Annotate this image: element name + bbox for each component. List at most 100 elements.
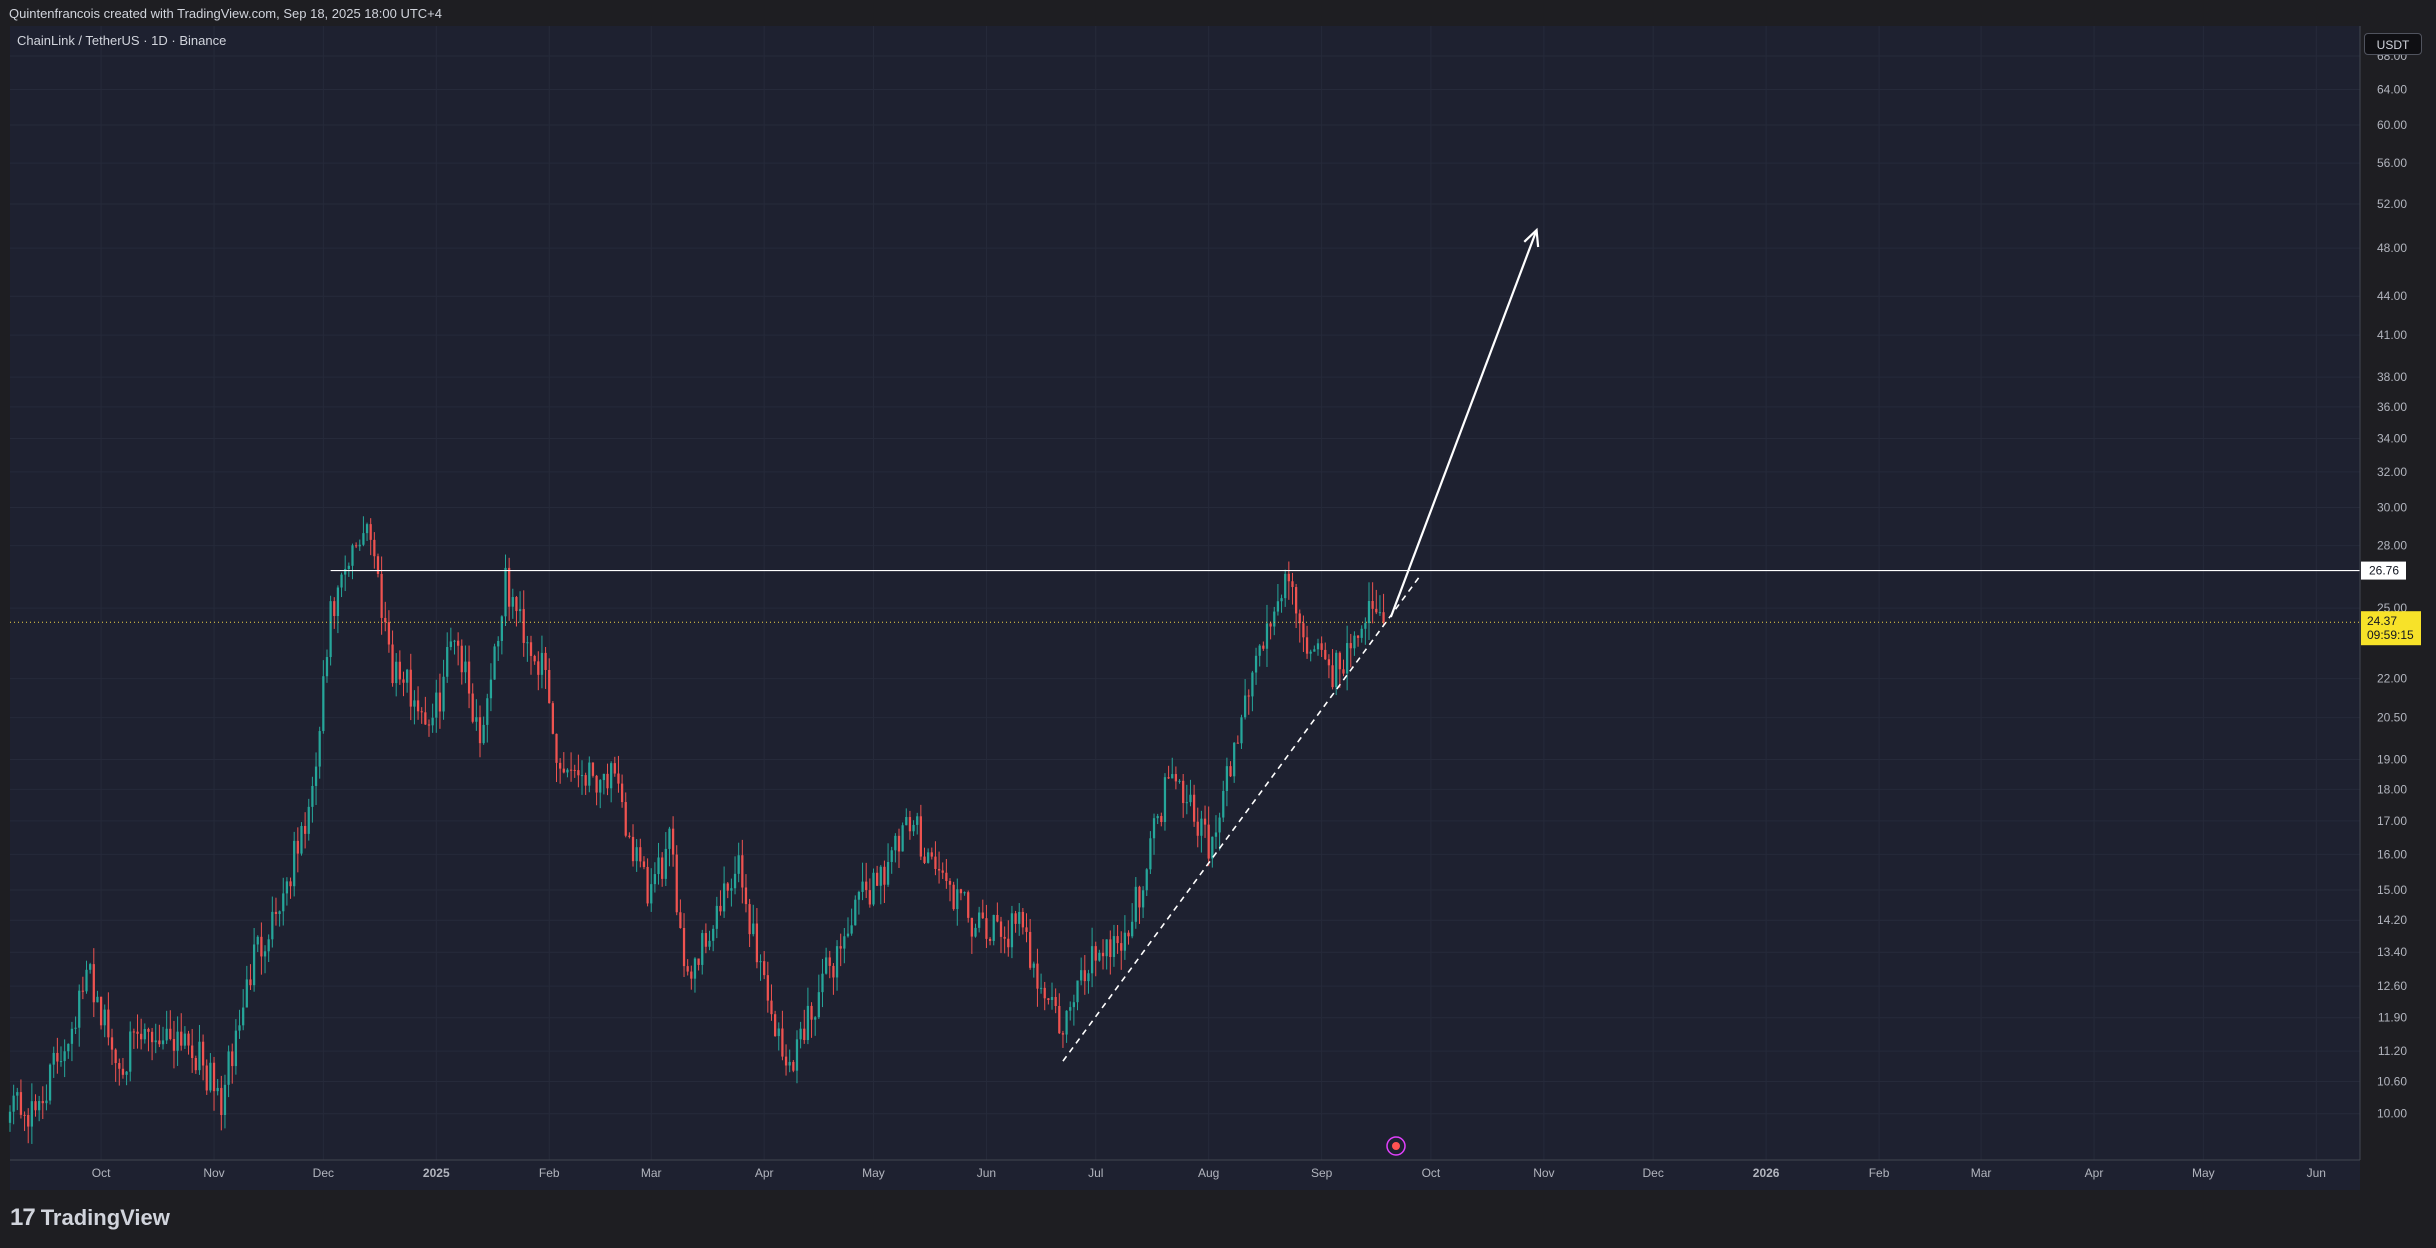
candle-body [347, 565, 350, 569]
price-tick-label: 13.40 [2377, 945, 2407, 959]
price-tick-label: 20.50 [2377, 711, 2407, 725]
candle-body [635, 847, 638, 862]
candle-body [1294, 587, 1298, 614]
candle-body [74, 1027, 77, 1029]
candle-body [398, 661, 401, 680]
candle-body [529, 642, 533, 656]
candle-body [996, 914, 999, 922]
tradingview-logo[interactable]: 17 TradingView [10, 1204, 170, 1232]
candle-body [817, 992, 820, 1018]
candle-body [646, 866, 649, 904]
candle-body [941, 870, 944, 873]
candle-body [12, 1095, 15, 1112]
candle-body [821, 973, 824, 993]
candle-body [336, 587, 340, 617]
price-axis-background [2360, 26, 2436, 1190]
candle-body [1335, 652, 1338, 688]
candle-body [1182, 780, 1185, 804]
candle-body [1313, 649, 1316, 652]
candle-body [1276, 601, 1280, 612]
candle-body [781, 1028, 784, 1057]
price-axis[interactable]: 68.0064.0060.0056.0052.0048.0044.0041.00… [2359, 26, 2436, 1190]
candle-body [118, 1063, 121, 1069]
candle-body [624, 802, 627, 836]
price-tick-label: 41.00 [2377, 328, 2407, 342]
candle-body [1247, 695, 1250, 697]
candle-body [981, 912, 984, 919]
candle-body [453, 640, 456, 642]
candle-body [103, 1009, 106, 1026]
candle-body [773, 1014, 777, 1037]
candle-body [985, 918, 988, 939]
candle-body [1192, 794, 1196, 822]
candle-body [861, 881, 864, 892]
candle-body [1171, 774, 1174, 779]
candle-body [121, 1068, 125, 1075]
candle-body [158, 1040, 161, 1045]
time-tick-label: May [862, 1166, 885, 1180]
candle-body [795, 1039, 799, 1071]
candle-body [307, 806, 310, 834]
time-tick-label: 2025 [423, 1166, 450, 1180]
price-tick-label: 22.00 [2377, 672, 2407, 686]
candle-body [759, 961, 762, 963]
candle-body [835, 946, 839, 978]
candle-body [99, 996, 103, 1026]
candle-body [314, 766, 318, 786]
chart-title: ChainLink / TetherUS · 1D · Binance [17, 33, 226, 48]
candle-body [668, 828, 671, 849]
time-tick-label: Mar [1971, 1166, 1992, 1180]
candle-body [1371, 600, 1374, 609]
candle-body [143, 1029, 146, 1040]
candle-body [824, 957, 828, 974]
resistance-price-label: 26.76 [2369, 564, 2399, 578]
candle-body [322, 676, 325, 732]
candle-body [1152, 818, 1156, 839]
candle-body [919, 816, 922, 857]
price-tick-label: 34.00 [2377, 431, 2407, 445]
candle-body [114, 1049, 117, 1064]
candle-body [154, 1040, 157, 1043]
support-trendline[interactable] [1062, 575, 1421, 1062]
candle-body [1101, 952, 1105, 957]
candle-body [1090, 946, 1094, 974]
candle-body [559, 762, 562, 769]
candle-body [183, 1033, 187, 1046]
candle-body [263, 951, 267, 957]
candle-body [533, 655, 536, 662]
candle-body [690, 971, 693, 979]
current-price-tag [2361, 611, 2421, 646]
candle-body [763, 961, 766, 976]
candle-body [671, 828, 675, 855]
candle-body [511, 597, 514, 607]
candle-body [890, 850, 893, 862]
candle-body [420, 711, 423, 713]
price-tick-label: 60.00 [2377, 118, 2407, 132]
candle-body [639, 847, 642, 862]
candle-body [1134, 886, 1137, 922]
candle-body [1065, 1010, 1068, 1035]
candle-body [136, 1031, 139, 1034]
candle-body [318, 731, 321, 767]
price-tick-label: 32.00 [2377, 465, 2407, 479]
currency-button[interactable]: USDT [2364, 33, 2422, 55]
price-tick-label: 30.00 [2377, 501, 2407, 515]
time-axis[interactable]: Oct Nov Dec 2025 Feb Mar Apr May Jun Jul Aug Sep Oct… [10, 1159, 2360, 1190]
candle-body [876, 872, 879, 886]
candle-body [1050, 997, 1054, 1000]
candle-body [1047, 998, 1050, 1000]
candle-body [1189, 794, 1192, 803]
candle-body [679, 912, 682, 928]
candle-body [1251, 672, 1254, 697]
price-chart[interactable]: ChainLink / TetherUS · 1D · Binance 68.0… [0, 0, 2436, 1190]
target-arrow[interactable] [1389, 229, 1538, 618]
candle-body [1116, 936, 1119, 944]
candle-body [1098, 952, 1101, 961]
candle-body [1196, 821, 1199, 836]
event-marker-icon[interactable] [1386, 1136, 1406, 1156]
candle-body [92, 964, 95, 1003]
candle-body [784, 1056, 788, 1066]
candle-body [329, 601, 332, 658]
candle-body [402, 679, 405, 683]
price-tick-label: 16.00 [2377, 847, 2407, 861]
